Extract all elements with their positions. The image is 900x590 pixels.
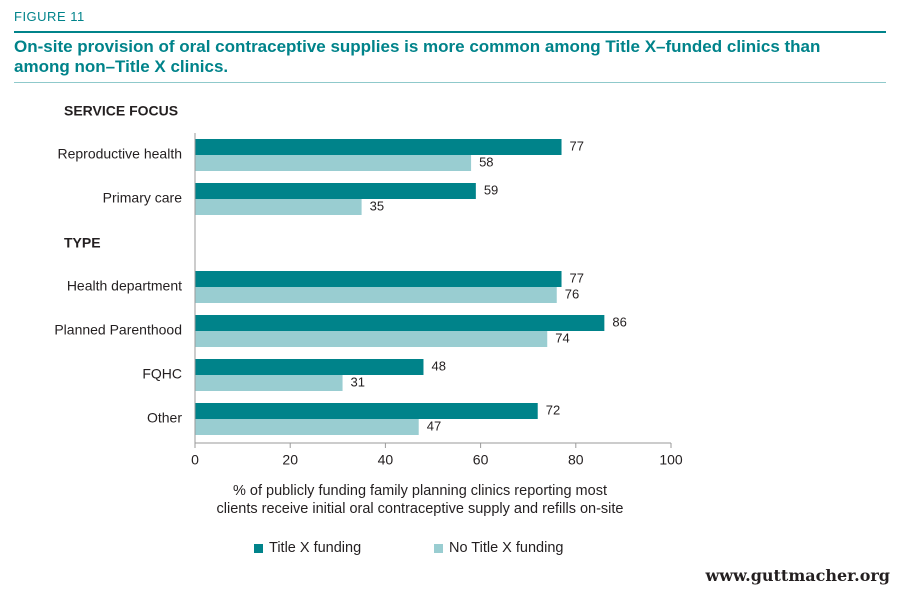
- legend-swatch-title-x: [254, 543, 263, 553]
- data-label-title-x-fqhc: 48: [431, 358, 445, 373]
- legend-item-no-title-x: No Title X funding: [434, 540, 563, 556]
- category-label-health-department: Health department: [67, 278, 182, 294]
- bar-title-x-primary-care: [195, 183, 476, 199]
- bar-title-x-planned-parenthood: [195, 315, 605, 331]
- x-tick-label-40: 40: [378, 452, 394, 468]
- bar-title-x-health-department: [195, 271, 562, 287]
- bar-no-title-x-health-department: [195, 287, 557, 303]
- title-rule: [14, 82, 886, 83]
- bar-title-x-reproductive-health: [195, 139, 562, 155]
- x-axis-label-line-2: clients receive initial oral contracepti…: [216, 501, 624, 517]
- x-tick-label-0: 0: [191, 452, 199, 468]
- category-label-reproductive-health: Reproductive health: [57, 146, 182, 162]
- data-label-title-x-health-department: 77: [570, 270, 584, 285]
- x-axis-label: % of publicly funding family planning cl…: [160, 482, 680, 518]
- data-label-title-x-primary-care: 59: [484, 182, 498, 197]
- top-rule: [14, 31, 886, 33]
- x-tick-label-20: 20: [282, 452, 298, 468]
- figure-label: FIGURE 11: [14, 9, 85, 24]
- chart-title: On-site provision of oral contraceptive …: [14, 37, 821, 76]
- bar-no-title-x-primary-care: [195, 199, 362, 215]
- category-label-fqhc: FQHC: [142, 366, 182, 382]
- data-label-title-x-planned-parenthood: 86: [612, 314, 626, 329]
- website-url: www.guttmacher.org: [705, 566, 890, 585]
- data-label-no-title-x-fqhc: 31: [351, 374, 365, 389]
- bar-no-title-x-other: [195, 419, 419, 435]
- group-header-type: TYPE: [64, 235, 101, 251]
- bar-no-title-x-reproductive-health: [195, 155, 472, 171]
- data-label-no-title-x-planned-parenthood: 74: [555, 330, 569, 345]
- legend-swatch-no-title-x: [434, 543, 443, 553]
- legend-label-title-x: Title X funding: [269, 540, 362, 556]
- x-tick-label-60: 60: [473, 452, 489, 468]
- bar-no-title-x-planned-parenthood: [195, 331, 548, 347]
- data-label-no-title-x-reproductive-health: 58: [479, 154, 493, 169]
- legend-item-title-x: Title X funding: [254, 540, 361, 556]
- data-label-title-x-reproductive-health: 77: [570, 138, 584, 153]
- category-label-planned-parenthood: Planned Parenthood: [54, 322, 182, 338]
- bar-title-x-fqhc: [195, 359, 424, 375]
- data-label-no-title-x-health-department: 76: [565, 286, 579, 301]
- category-label-primary-care: Primary care: [103, 190, 183, 206]
- data-label-no-title-x-other: 47: [427, 418, 441, 433]
- x-tick-label-100: 100: [659, 452, 683, 468]
- bar-no-title-x-fqhc: [195, 375, 343, 391]
- group-header-service-focus: SERVICE FOCUS: [64, 103, 178, 119]
- x-axis-label-line-1: % of publicly funding family planning cl…: [233, 483, 607, 499]
- category-label-other: Other: [147, 410, 182, 426]
- bar-title-x-other: [195, 403, 538, 419]
- x-tick-label-80: 80: [568, 452, 584, 468]
- data-label-no-title-x-primary-care: 35: [370, 198, 384, 213]
- legend-label-no-title-x: No Title X funding: [449, 540, 564, 556]
- data-label-title-x-other: 72: [546, 402, 560, 417]
